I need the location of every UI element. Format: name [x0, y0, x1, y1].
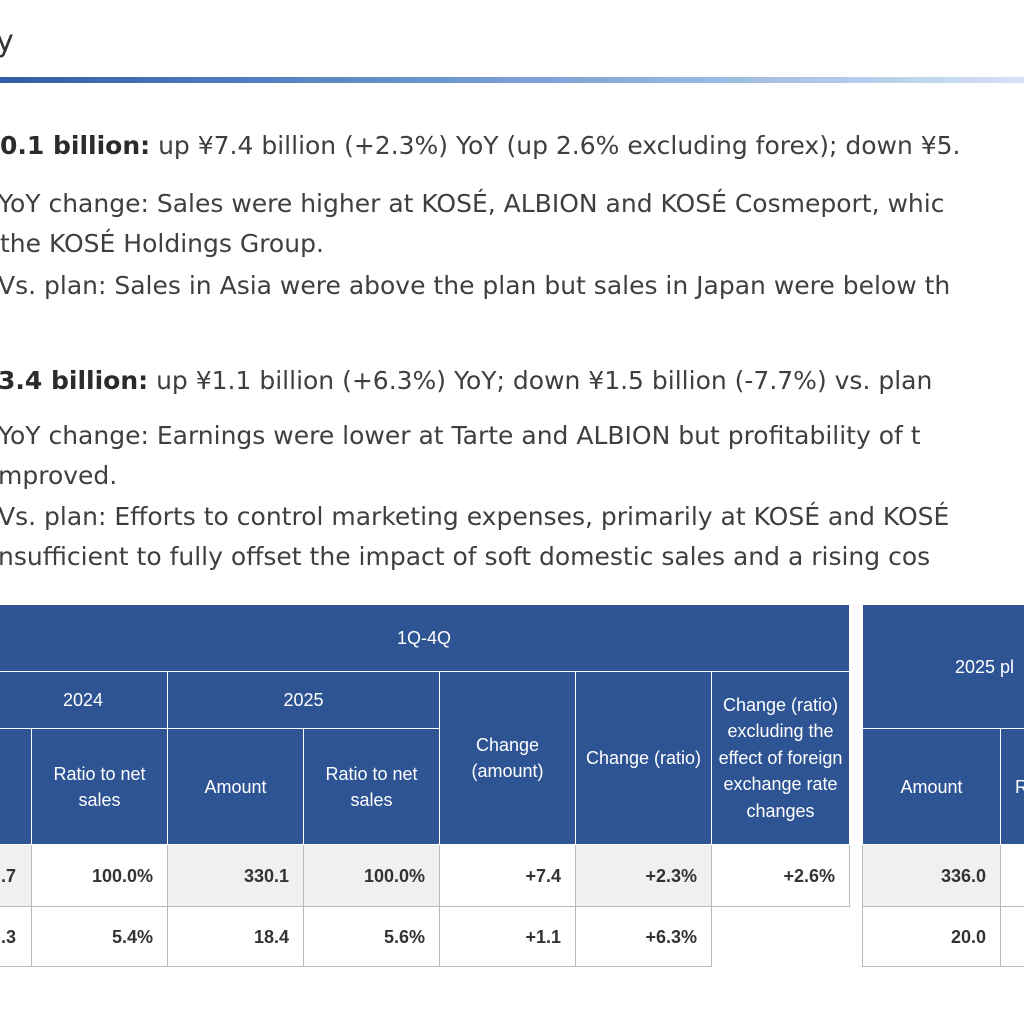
results-table: 1Q-4Q 2024 2025 Change (amount) Change (… — [0, 604, 851, 967]
cell-ratio-2024: 100.0% — [31, 844, 168, 907]
cell-plan-amount: 20.0 — [862, 906, 1001, 967]
net-sales-summary: 0.1 billion: up ¥7.4 billion (+2.3%) YoY… — [0, 131, 961, 160]
change-amount-header: Change (amount) — [439, 671, 576, 845]
plan-ratio-header: R — [1000, 728, 1024, 845]
operating-profit-yoy-line-1: YoY change: Earnings were lower at Tarte… — [0, 421, 921, 450]
operating-profit-summary: 3.4 billion: up ¥1.1 billion (+6.3%) YoY… — [0, 366, 932, 395]
amount-2025-header: Amount — [167, 728, 304, 845]
table-row: .7 100.0% 330.1 100.0% +7.4 +2.3% +2.6% — [0, 844, 851, 907]
cell-amount-2025: 330.1 — [167, 844, 304, 907]
ratio-2025-header: Ratio to net sales — [303, 728, 440, 845]
cell-change-fx-empty — [711, 906, 850, 967]
table-row: .3 5.4% 18.4 5.6% +1.1 +6.3% — [0, 906, 850, 967]
title-underline — [0, 77, 1024, 83]
cell-ratio-2025: 100.0% — [303, 844, 440, 907]
cell-amount-2024: .3 — [0, 906, 32, 967]
cell-amount-2025: 18.4 — [167, 906, 304, 967]
cell-ratio-2025: 5.6% — [303, 906, 440, 967]
cell-plan-ratio — [1000, 844, 1024, 907]
operating-profit-plan-line-2: nsufficient to fully offset the impact o… — [0, 542, 931, 571]
net-sales-figure: 0.1 billion: — [0, 131, 151, 160]
change-ratio-header: Change (ratio) — [575, 671, 712, 845]
period-header: 1Q-4Q — [0, 604, 851, 672]
year-2025-header: 2025 — [167, 671, 440, 729]
net-sales-yoy-line-1: YoY change: Sales were higher at KOSÉ, A… — [0, 189, 945, 218]
cell-plan-ratio — [1000, 906, 1024, 967]
operating-profit-yoy-line-2: mproved. — [0, 461, 118, 490]
operating-profit-change: up ¥1.1 billion (+6.3%) YoY; down ¥1.5 b… — [148, 366, 933, 395]
cell-change-amount: +7.4 — [439, 844, 576, 907]
plan-header: 2025 pl — [862, 604, 1024, 729]
cell-change-amount: +1.1 — [439, 906, 576, 967]
change-fx-header: Change (ratio) excluding the effect of f… — [710, 671, 851, 845]
cell-plan-amount: 336.0 — [862, 844, 1001, 907]
cell-amount-2024: .7 — [0, 844, 32, 907]
slide-title: y — [0, 24, 14, 59]
year-2024-header: 2024 — [0, 671, 168, 729]
table-row: 20.0 — [862, 906, 1024, 967]
cell-ratio-2024: 5.4% — [31, 906, 168, 967]
net-sales-change: up ¥7.4 billion (+2.3%) YoY (up 2.6% exc… — [150, 131, 961, 160]
operating-profit-plan-line-1: Vs. plan: Efforts to control marketing e… — [0, 502, 950, 531]
table-row: 336.0 — [862, 844, 1024, 907]
amount-2024-header — [0, 728, 32, 845]
net-sales-plan-line: Vs. plan: Sales in Asia were above the p… — [0, 271, 951, 300]
cell-change-ratio: +6.3% — [575, 906, 712, 967]
operating-profit-figure: 3.4 billion: — [0, 366, 149, 395]
plan-amount-header: Amount — [862, 728, 1001, 845]
ratio-2024-header: Ratio to net sales — [31, 728, 168, 845]
plan-table: 2025 pl Amount R 336.0 20.0 — [862, 604, 1024, 967]
cell-change-ratio: +2.3% — [575, 844, 712, 907]
cell-change-fx: +2.6% — [710, 844, 851, 907]
net-sales-yoy-line-2: the KOSÉ Holdings Group. — [0, 229, 324, 258]
